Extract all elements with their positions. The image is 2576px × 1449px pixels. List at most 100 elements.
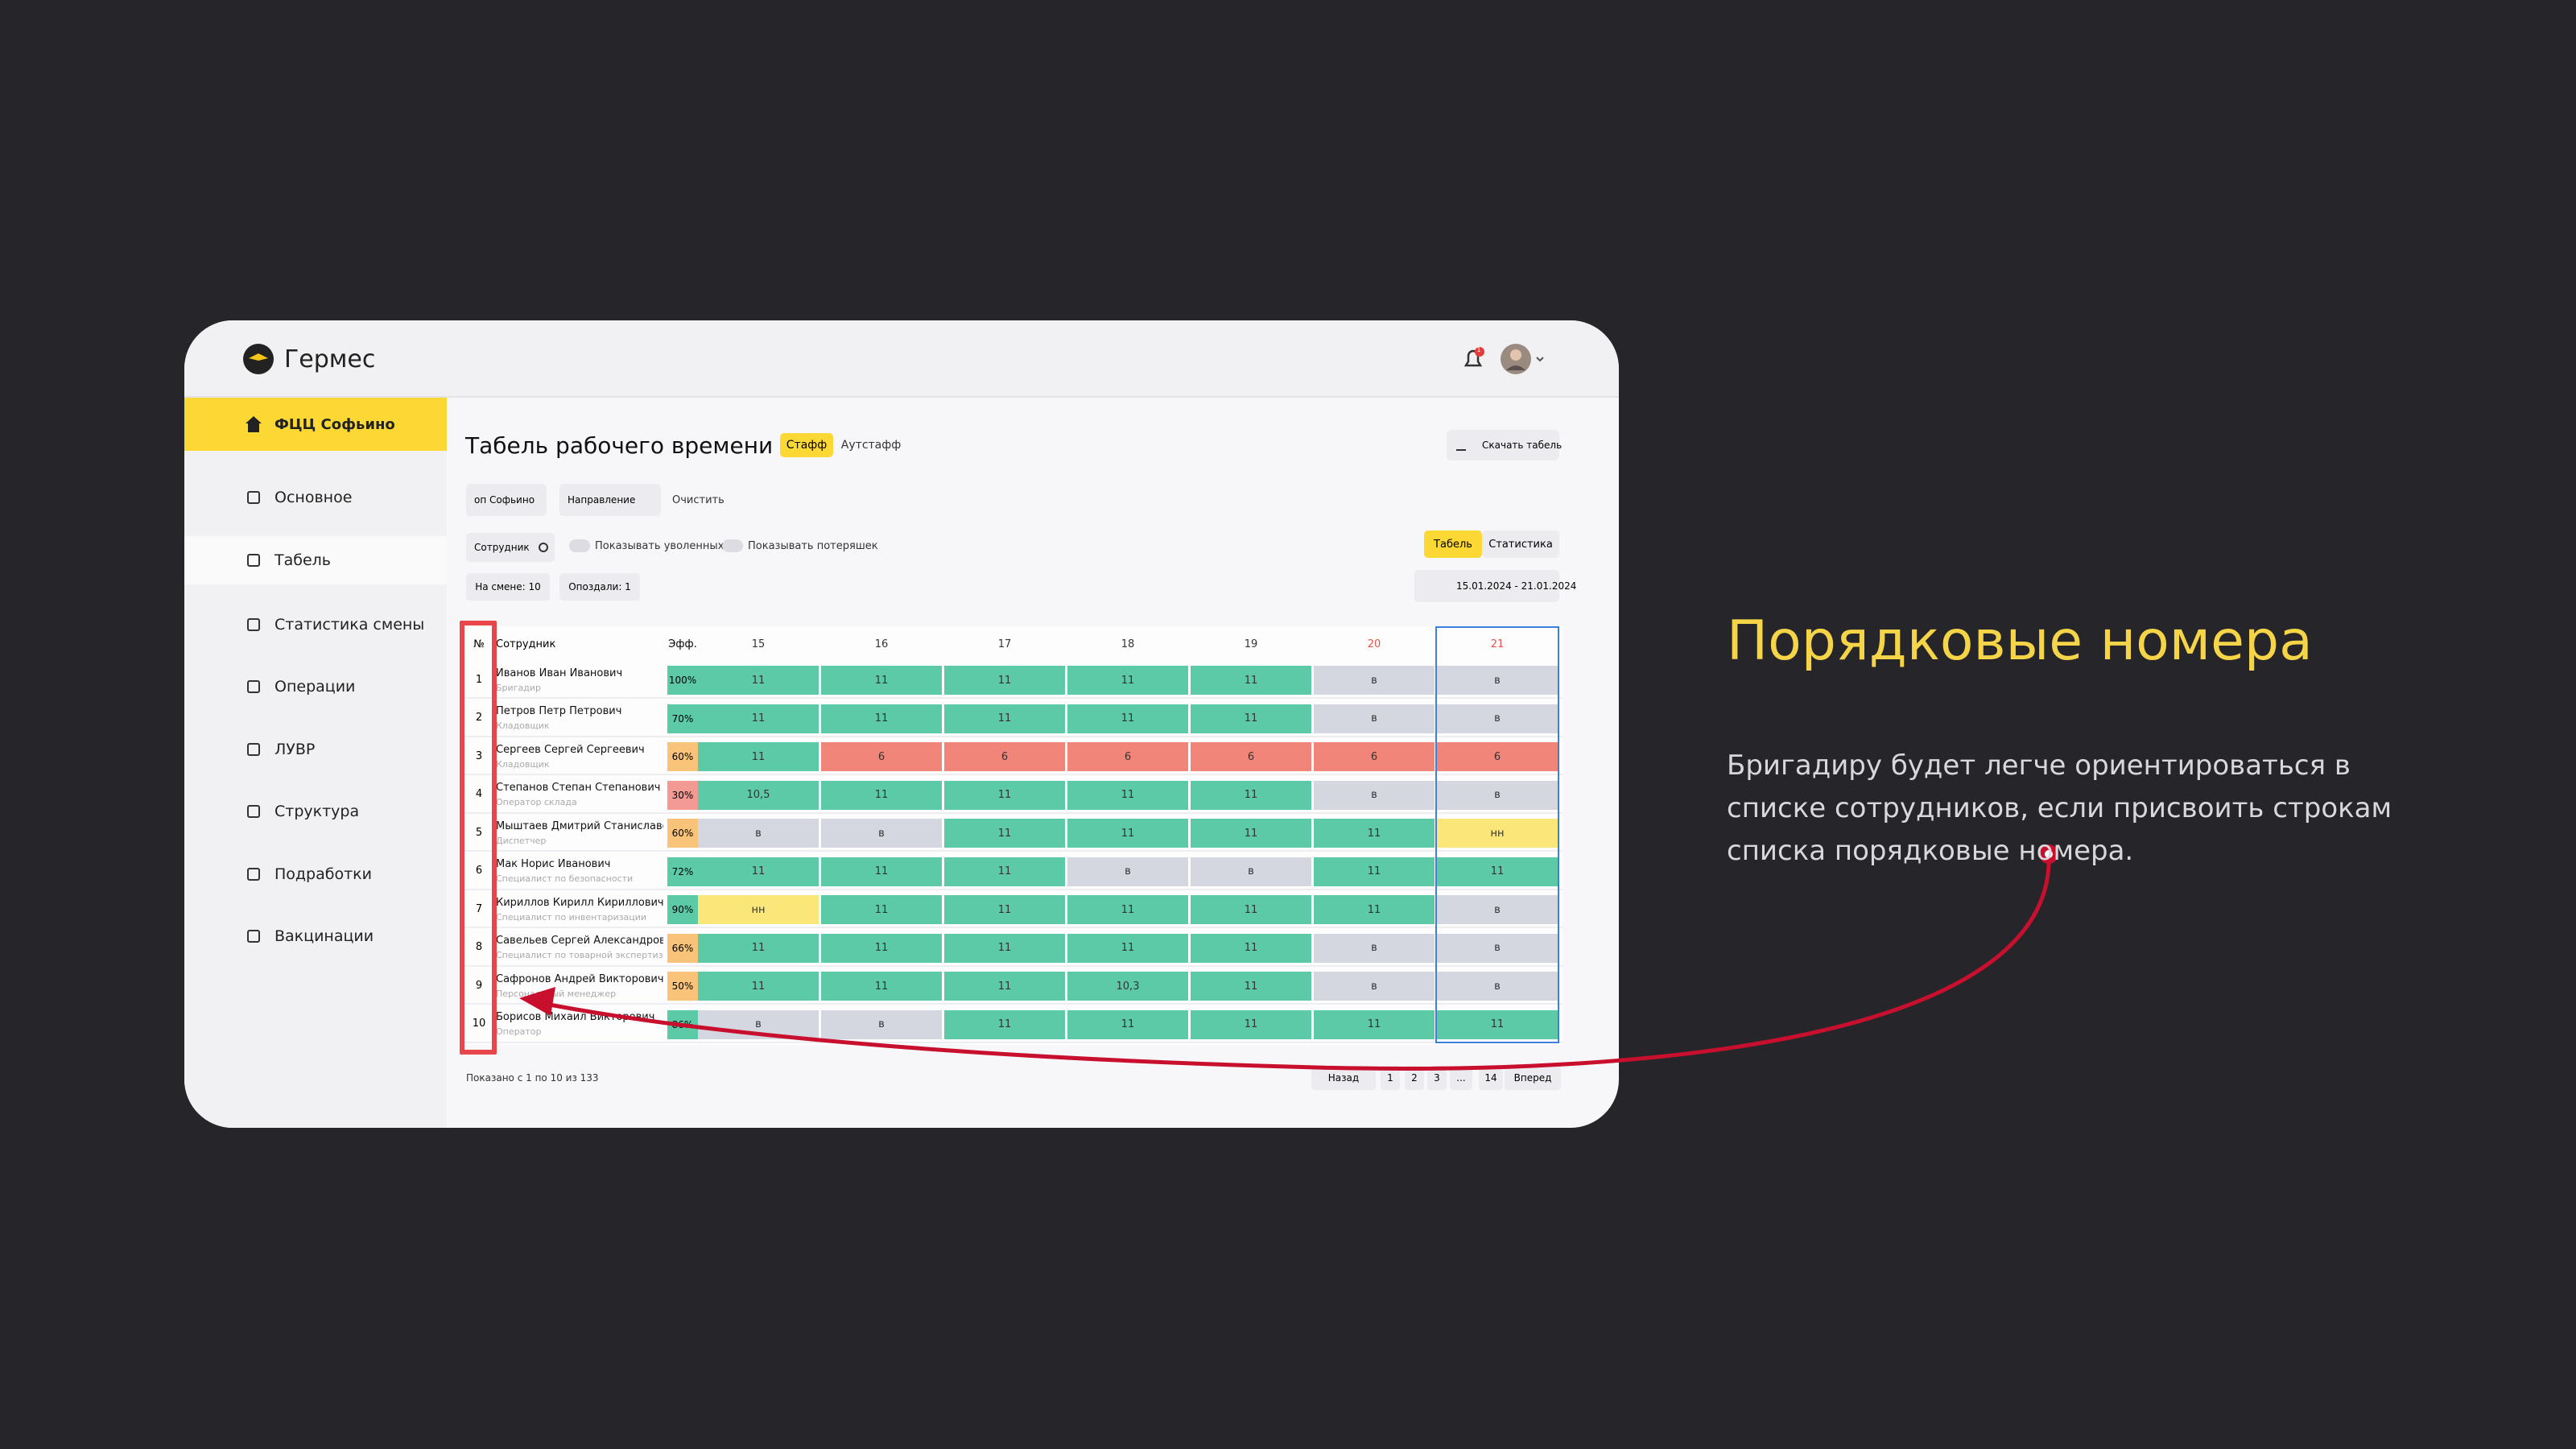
shift-cell[interactable]: в xyxy=(698,819,819,848)
shift-cell[interactable]: 11 xyxy=(1191,819,1311,848)
shift-cell[interactable]: 11 xyxy=(944,780,1065,810)
date-range[interactable]: 15.01.2024 - 21.01.2024 xyxy=(1414,570,1576,602)
page-button[interactable]: 3 xyxy=(1427,1066,1447,1090)
shift-cell[interactable]: 11 xyxy=(1067,819,1188,848)
shift-cell[interactable]: в xyxy=(1314,933,1435,963)
shift-cell[interactable]: 11 xyxy=(821,780,942,810)
shift-cell[interactable]: 11 xyxy=(1191,933,1311,963)
shift-cell[interactable]: 11 xyxy=(698,666,819,695)
shift-cell[interactable]: 11 xyxy=(821,933,942,963)
shift-cell[interactable]: в xyxy=(821,819,942,848)
shift-cell[interactable]: 11 xyxy=(821,857,942,886)
shift-cell[interactable]: 11 xyxy=(1191,704,1311,733)
shift-cell[interactable]: 11 xyxy=(1314,819,1435,848)
sidebar-item[interactable]: Статистика смены xyxy=(275,616,425,634)
shift-cell[interactable]: 11 xyxy=(821,972,942,1001)
view-active[interactable]: Табель xyxy=(1424,530,1482,558)
shift-cell[interactable]: 11 xyxy=(944,972,1065,1001)
shift-cell[interactable]: 11 xyxy=(1191,666,1311,695)
shift-cell[interactable]: в xyxy=(1437,666,1558,695)
toggle[interactable] xyxy=(569,539,590,552)
shift-cell[interactable]: в xyxy=(1191,857,1311,886)
shift-cell[interactable]: 11 xyxy=(944,1009,1065,1039)
filter-dropdown[interactable]: Направление xyxy=(559,484,661,516)
shift-cell[interactable]: 6 xyxy=(944,742,1065,771)
shift-cell[interactable]: 6 xyxy=(821,742,942,771)
shift-cell[interactable]: 6 xyxy=(1437,742,1558,771)
shift-cell[interactable]: 11 xyxy=(944,666,1065,695)
shift-cell[interactable]: 11 xyxy=(1191,895,1311,924)
row-divider xyxy=(461,697,1563,699)
page-button[interactable]: 14 xyxy=(1479,1066,1503,1090)
page-button[interactable]: 2 xyxy=(1405,1066,1424,1090)
shift-cell[interactable]: нн xyxy=(1437,819,1558,848)
tab-active[interactable]: Стафф xyxy=(780,433,833,457)
shift-cell[interactable]: 11 xyxy=(1067,704,1188,733)
shift-cell[interactable]: 11 xyxy=(698,704,819,733)
page-button[interactable]: ... xyxy=(1450,1066,1472,1090)
sidebar-item[interactable]: ЛУВР xyxy=(275,741,316,758)
shift-cell[interactable]: 11 xyxy=(944,933,1065,963)
shift-cell[interactable]: 11 xyxy=(1191,972,1311,1001)
shift-cell[interactable]: 6 xyxy=(1067,742,1188,771)
day-header: 21 xyxy=(1490,638,1505,650)
shift-cell[interactable]: 11 xyxy=(698,933,819,963)
shift-cell[interactable]: в xyxy=(698,1009,819,1039)
sidebar-item[interactable]: Вакцинации xyxy=(275,927,374,945)
shift-cell[interactable]: 11 xyxy=(1067,1009,1188,1039)
sidebar-item-active[interactable]: ФЦЦ Софьино xyxy=(184,398,447,451)
shift-cell[interactable]: 11 xyxy=(1191,1009,1311,1039)
shift-cell[interactable]: в xyxy=(821,1009,942,1039)
sidebar-item[interactable]: Подработки xyxy=(275,865,372,883)
sidebar-item[interactable]: Структура xyxy=(275,803,360,820)
row-number: 10 xyxy=(472,1018,486,1030)
toggle[interactable] xyxy=(722,539,743,552)
shift-cell[interactable]: в xyxy=(1437,704,1558,733)
employee-name: Сергеев Сергей Сергеевич xyxy=(496,743,645,756)
clear-button[interactable]: Очистить xyxy=(672,493,724,506)
filter-dropdown[interactable]: оп Софьино xyxy=(466,484,547,516)
shift-cell[interactable]: в xyxy=(1314,972,1435,1001)
shift-cell[interactable]: 10,3 xyxy=(1067,972,1188,1001)
bell-icon[interactable] xyxy=(1461,346,1485,372)
shift-cell[interactable]: 11 xyxy=(821,704,942,733)
shift-cell[interactable]: 11 xyxy=(821,666,942,695)
shift-cell[interactable]: 11 xyxy=(1314,857,1435,886)
shift-cell[interactable]: 11 xyxy=(1191,780,1311,810)
shift-cell[interactable]: в xyxy=(1067,857,1188,886)
shift-cell[interactable]: в xyxy=(1437,780,1558,810)
shift-cell[interactable]: 11 xyxy=(944,895,1065,924)
page-button[interactable]: Вперед xyxy=(1505,1066,1561,1090)
avatar[interactable] xyxy=(1500,341,1548,377)
download-button[interactable]: Скачать табель xyxy=(1447,430,1562,460)
shift-cell[interactable]: в xyxy=(1314,704,1435,733)
shift-cell[interactable]: 11 xyxy=(1067,666,1188,695)
shift-cell[interactable]: 11 xyxy=(698,972,819,1001)
sidebar-item[interactable]: Табель xyxy=(275,551,331,569)
shift-cell[interactable]: 11 xyxy=(1067,780,1188,810)
shift-cell[interactable]: в xyxy=(1314,780,1435,810)
shift-cell[interactable]: 11 xyxy=(1067,895,1188,924)
shift-cell[interactable]: в xyxy=(1314,666,1435,695)
shift-cell[interactable]: 11 xyxy=(698,742,819,771)
shift-cell[interactable]: 10,5 xyxy=(698,780,819,810)
page-button[interactable]: Назад xyxy=(1311,1066,1376,1090)
page-button[interactable]: 1 xyxy=(1381,1066,1400,1090)
shift-cell[interactable]: 11 xyxy=(698,857,819,886)
shift-cell[interactable]: 6 xyxy=(1314,742,1435,771)
shift-cell[interactable]: 11 xyxy=(1314,1009,1435,1039)
sidebar-item[interactable]: Операции xyxy=(275,678,356,696)
highlight-column xyxy=(1435,626,1559,1043)
shift-cell[interactable]: 11 xyxy=(821,895,942,924)
shift-cell[interactable]: 6 xyxy=(1191,742,1311,771)
shift-cell[interactable]: 11 xyxy=(944,704,1065,733)
row-number: 4 xyxy=(475,788,483,800)
view[interactable]: Статистика xyxy=(1482,530,1559,558)
shift-cell[interactable]: 11 xyxy=(944,857,1065,886)
tab[interactable]: Аутстафф xyxy=(840,439,902,452)
sidebar-item[interactable]: Основное xyxy=(275,489,353,506)
shift-cell[interactable]: нн xyxy=(698,895,819,924)
shift-cell[interactable]: 11 xyxy=(1314,895,1435,924)
shift-cell[interactable]: 11 xyxy=(944,819,1065,848)
shift-cell[interactable]: 11 xyxy=(1067,933,1188,963)
